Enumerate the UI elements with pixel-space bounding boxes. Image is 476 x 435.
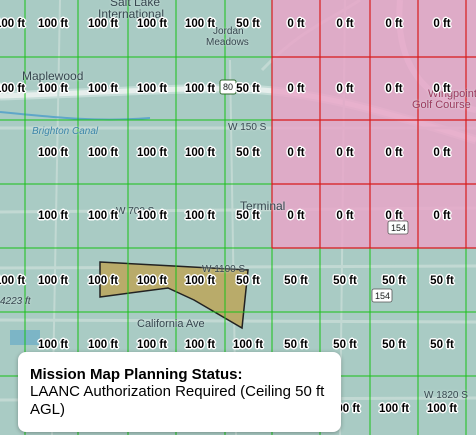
route-154-shield [387, 220, 409, 235]
mission-area-polygon[interactable] [99, 261, 249, 330]
controlled-airspace-zone [272, 0, 476, 248]
route-80-shield [219, 79, 237, 95]
status-card-message: LAANC Authorization Required (Ceiling 50… [30, 383, 325, 418]
mission-status-card: Mission Map Planning Status: LAANC Autho… [18, 352, 341, 432]
route-154-shield-lower [371, 288, 393, 303]
status-card-title: Mission Map Planning Status: [30, 366, 243, 383]
